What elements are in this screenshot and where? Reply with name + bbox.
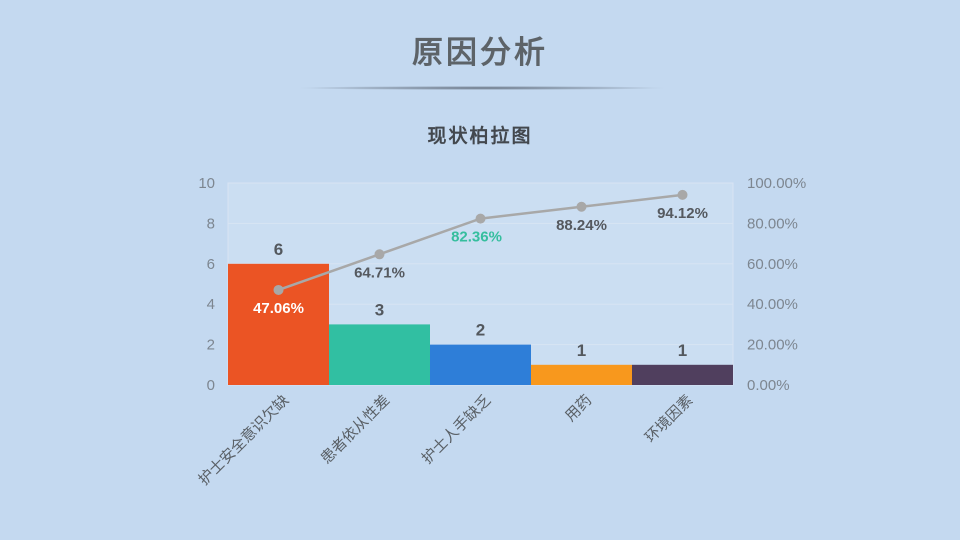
cumulative-label: 64.71% [354,264,405,281]
left-axis-tick: 10 [198,175,215,192]
bar-5 [632,364,733,385]
category-label: 环境因素 [641,391,696,446]
line-marker [374,249,385,260]
bar-4 [531,364,632,385]
line-marker [273,284,284,295]
cumulative-label: 47.06% [253,300,304,317]
cumulative-label: 88.24% [556,217,607,234]
bar-value-label: 1 [577,341,586,360]
cumulative-label: 82.36% [451,229,502,246]
bar-value-label: 3 [375,300,384,319]
bar-1 [228,263,329,385]
bar-value-label: 2 [476,321,485,340]
left-axis-tick: 8 [207,215,215,232]
bar-2 [329,324,430,385]
right-axis-tick: 40.00% [747,296,798,313]
right-axis-tick: 20.00% [747,337,798,354]
category-label: 护士安全意识欠缺 [195,391,293,489]
cumulative-label: 94.12% [657,205,708,222]
line-marker [576,201,587,212]
right-axis-tick: 0.00% [747,377,790,394]
page-title: 原因分析 [412,35,548,70]
right-axis-tick: 80.00% [747,215,798,232]
left-axis-tick: 4 [207,296,215,313]
category-label: 护士人手缺乏 [419,392,495,468]
line-marker [677,189,688,200]
title-divider [298,86,666,90]
right-axis-tick: 100.00% [747,175,806,192]
line-marker [475,213,486,224]
bar-value-label: 6 [274,240,283,259]
left-axis-tick: 2 [207,337,215,354]
bar-3 [430,344,531,385]
category-label: 用药 [562,392,595,425]
chart-title: 现状柏拉图 [427,126,533,147]
left-axis-tick: 0 [207,377,215,394]
bar-value-label: 1 [678,341,687,360]
left-axis-tick: 6 [207,256,215,273]
right-axis-tick: 60.00% [747,256,798,273]
category-label: 患者依从性差 [318,392,394,468]
